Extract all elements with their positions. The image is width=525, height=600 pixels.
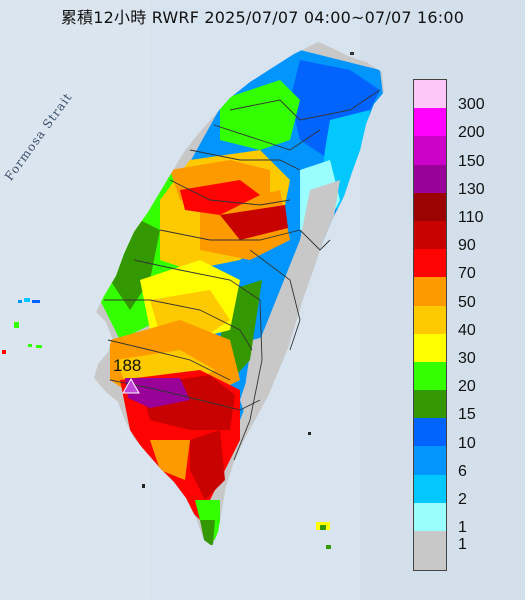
legend-label: 110	[458, 209, 484, 226]
legend-swatch	[414, 474, 446, 503]
county-boundaries	[104, 89, 381, 461]
legend-swatch	[414, 80, 446, 109]
legend-swatch	[414, 446, 446, 475]
legend-label: 15	[458, 406, 476, 424]
legend-swatch	[414, 502, 446, 531]
legend-label: 40	[458, 321, 476, 339]
legend-label: 2	[458, 491, 467, 508]
legend-colorbar	[413, 79, 447, 571]
legend-swatch	[414, 136, 446, 165]
legend-label: 1	[458, 536, 467, 554]
peak-value-label: 188	[113, 356, 142, 375]
legend-label: 300	[458, 96, 485, 114]
legend-label: 150	[458, 152, 485, 170]
legend-swatch	[414, 220, 446, 250]
legend-label: 10	[458, 434, 476, 452]
legend-label: 200	[458, 124, 485, 142]
legend-swatch	[414, 108, 446, 137]
legend-label: 70	[458, 265, 476, 283]
legend-swatch	[414, 277, 446, 306]
legend-swatch	[414, 333, 446, 362]
legend-swatch	[414, 192, 446, 221]
legend-label: 1	[458, 519, 467, 537]
legend-swatch	[414, 164, 446, 193]
legend-swatch	[414, 249, 446, 278]
outlying-islands	[2, 52, 354, 549]
legend-label: 90	[458, 237, 476, 255]
legend-swatch	[414, 390, 446, 419]
legend-label: 20	[458, 378, 476, 396]
legend-swatch	[414, 305, 446, 334]
peak-triangle-marker	[122, 377, 140, 394]
legend-label: 30	[458, 350, 476, 367]
legend-swatch	[414, 361, 446, 391]
legend-label: 50	[458, 293, 476, 311]
legend-swatch	[414, 418, 446, 447]
map-title: 累積12小時 RWRF 2025/07/07 04:00~07/07 16:00	[60, 8, 465, 27]
legend-label: 130	[458, 180, 485, 198]
legend-swatch	[414, 531, 446, 570]
legend-label: 6	[458, 462, 467, 480]
